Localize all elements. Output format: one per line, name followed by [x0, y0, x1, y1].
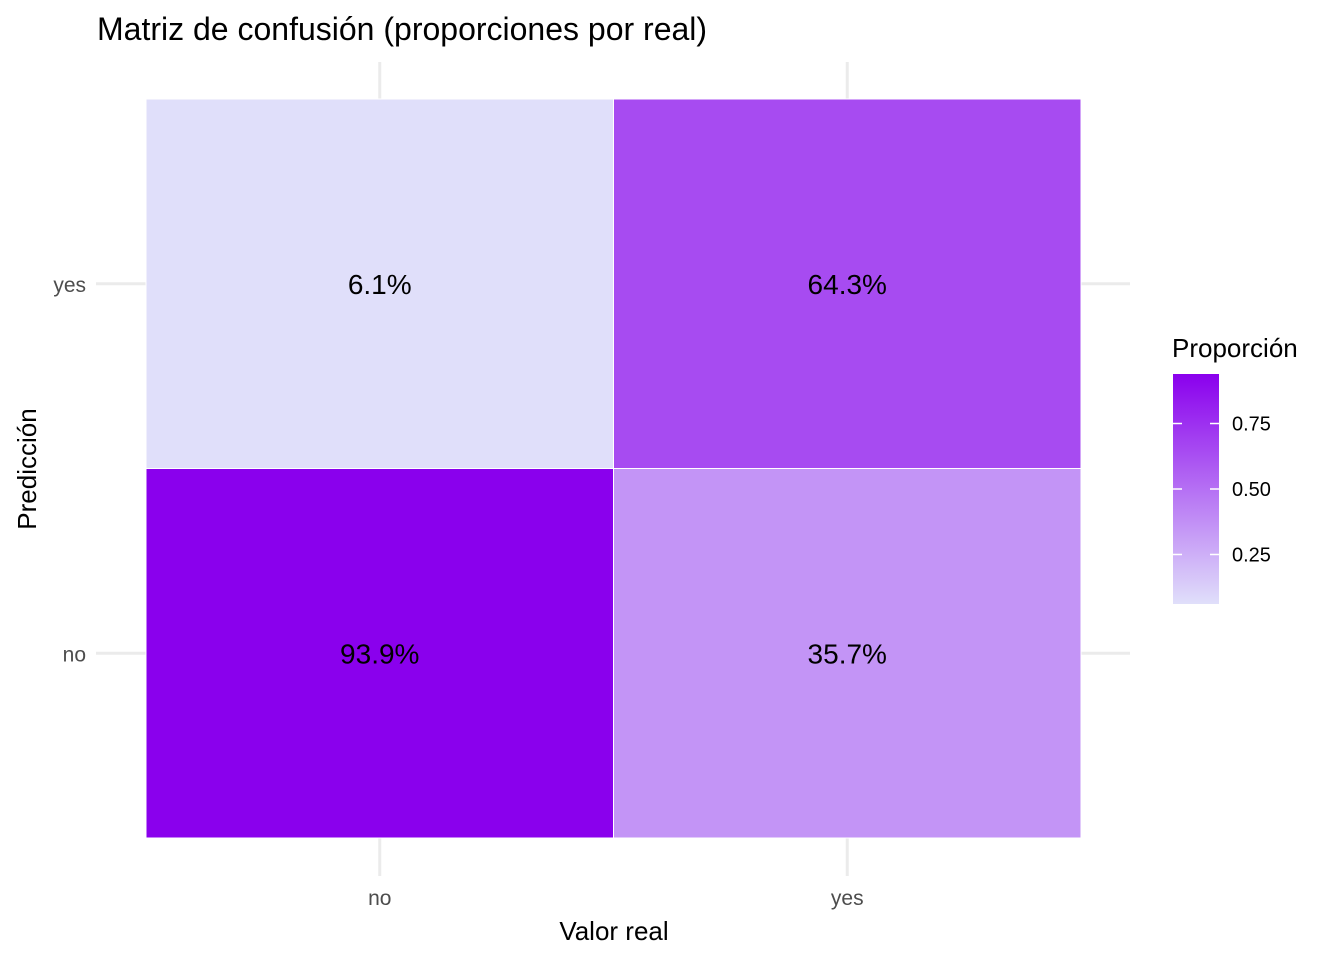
legend-ticks: 0.25 0.50 0.75: [1173, 414, 1271, 566]
y-tick-label: yes: [53, 274, 86, 297]
legend-tick-label: 0.75: [1232, 414, 1271, 436]
heatmap-cell: [145, 468, 614, 839]
legend: Proporción 0.25 0.50 0.75: [1172, 333, 1298, 604]
chart-title: Matriz de confusión (proporciones por re…: [97, 11, 707, 47]
heatmap-cell: [613, 468, 1082, 839]
heatmap-cell: [145, 98, 614, 469]
legend-tick-label: 0.25: [1232, 544, 1271, 566]
x-tick-label: no: [368, 887, 391, 910]
legend-title: Proporción: [1172, 333, 1298, 363]
heatmap-cells: [145, 98, 1082, 839]
cell-labels: 6.1% 64.3% 93.9% 35.7%: [340, 269, 887, 670]
cell-value-label: 6.1%: [348, 269, 412, 300]
legend-tick-label: 0.50: [1232, 479, 1271, 501]
y-axis-ticks: no yes: [53, 274, 86, 667]
cell-value-label: 93.9%: [340, 638, 419, 669]
x-axis-label: Valor real: [559, 916, 668, 946]
y-axis-label: Predicción: [12, 408, 42, 529]
cell-value-label: 35.7%: [808, 638, 887, 669]
x-tick-label: yes: [831, 887, 864, 910]
y-tick-label: no: [63, 643, 86, 666]
x-axis-ticks: no yes: [368, 887, 864, 910]
cell-value-label: 64.3%: [808, 269, 887, 300]
